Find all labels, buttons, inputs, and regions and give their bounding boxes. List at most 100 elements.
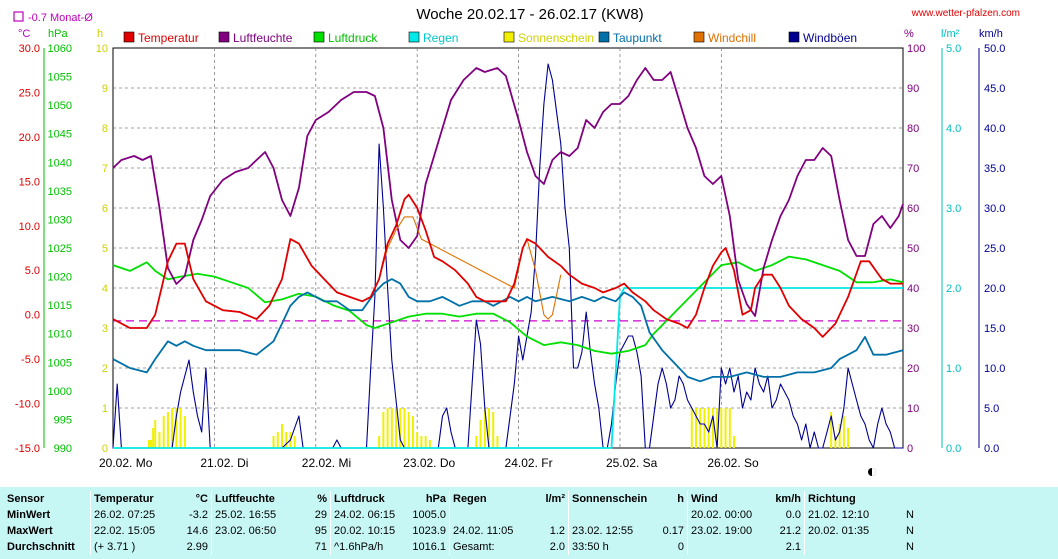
x-tick-label: 21.02. Di	[200, 456, 248, 470]
sunshine-bar	[147, 440, 150, 448]
legend-label: Sonnenschein	[518, 31, 594, 45]
wind-tick-label: 10.0	[984, 363, 1005, 375]
pressure-tick-label: 1010	[48, 329, 72, 341]
sunshine-bar	[703, 408, 706, 448]
stats-cell: N	[906, 525, 914, 537]
statistics-panel: Sensor Temperatur °C Luftfeuchte % Luftd…	[0, 487, 1058, 559]
pressure-tick-label: 1030	[48, 214, 72, 226]
pressure-tick-label: 1040	[48, 157, 72, 169]
chart-series	[112, 63, 904, 449]
legend-label: Windböen	[803, 31, 857, 45]
sunshine-bar	[280, 424, 283, 448]
rain-tick-label: 0.0	[946, 443, 961, 455]
rain-tick-label: 5.0	[946, 43, 961, 55]
sunshine-bar	[395, 408, 398, 448]
sunshine-bar	[407, 412, 410, 448]
pressure-tick-label: 1020	[48, 272, 72, 284]
stats-cell: ^1.6hPa/h	[330, 539, 409, 555]
x-tick-label: 23.02. Do	[403, 456, 455, 470]
wind-tick-label: 20.0	[984, 283, 1005, 295]
sunshine-bar	[487, 408, 490, 448]
pressure-line	[112, 255, 904, 355]
sunshine-bar	[150, 440, 153, 448]
website-link[interactable]: www.wetter-pfalzen.com	[911, 8, 1020, 19]
sunshine-bar	[276, 432, 279, 448]
sunshine-bar	[293, 436, 296, 448]
sunshine-bar	[834, 436, 837, 448]
chart-legend: Temperatur Luftfeuchte Luftdruck Regen Sonne…	[123, 31, 857, 45]
stats-cell: 20.02. 00:00	[687, 507, 766, 523]
sunshine-bar	[720, 408, 723, 448]
sunshine-bar	[842, 416, 845, 448]
stats-cell: 33:50 h	[568, 539, 655, 555]
sunshine-bar	[175, 408, 178, 448]
chart-title: Woche 20.02.17 - 26.02.17 (KW8)	[416, 6, 643, 23]
sunshine-bar	[179, 408, 182, 448]
stats-cell	[804, 539, 897, 555]
sun-tick-label: 6	[102, 203, 108, 215]
stats-cell: 23.02. 06:50	[211, 523, 304, 539]
sun-unit: h	[97, 28, 103, 40]
sun-tick-label: 0	[102, 443, 108, 455]
wind-tick-label: 40.0	[984, 123, 1005, 135]
stats-cell: 24.02. 06:15	[330, 507, 409, 523]
pressure-tick-label: 1055	[48, 72, 72, 84]
sunshine-bar	[733, 436, 736, 448]
plot-area	[112, 47, 904, 449]
stats-cell: 71	[314, 541, 327, 553]
x-tick-label: 20.02. Mo	[99, 456, 153, 470]
pressure-tick-label: 1050	[48, 100, 72, 112]
pressure-tick-label: 1000	[48, 386, 72, 398]
sunshine-bar	[162, 416, 165, 448]
hum-tick-label: 70	[907, 163, 919, 175]
stats-header-temp-unit: °C	[195, 493, 208, 505]
stats-header-sun: Sonnenschein	[568, 491, 655, 507]
weather-chart: 20.02. Mo 21.02. Di 22.02. Mi 23.02. Do 24.0…	[13, 6, 1020, 476]
stats-cell: 14.6	[186, 525, 208, 537]
hum-tick-label: 0	[907, 443, 913, 455]
sunshine-bar	[154, 420, 157, 448]
pressure-tick-label: 1045	[48, 129, 72, 141]
hum-tick-label: 30	[907, 323, 919, 335]
stats-header-sensor: Sensor	[7, 493, 45, 505]
stats-cell: 0.0	[785, 509, 801, 521]
legend-swatch	[408, 31, 420, 43]
hum-tick-label: 20	[907, 363, 919, 375]
pressure-tick-label: 990	[54, 443, 72, 455]
stats-cell: 95	[314, 525, 327, 537]
stats-cell: 24.02. 11:05	[449, 523, 528, 539]
sunshine-bar	[690, 408, 693, 448]
temp-tick-label: 5.0	[25, 265, 40, 277]
sunshine-bar	[411, 416, 414, 448]
stats-cell: 26.02. 07:25	[90, 507, 181, 523]
temp-tick-label: -10.0	[15, 399, 40, 411]
statistics-table: Sensor Temperatur °C Luftfeuchte % Luftd…	[4, 491, 917, 555]
temp-tick-label: -5.0	[21, 354, 40, 366]
sunshine-bar	[424, 436, 427, 448]
legend-swatch	[503, 31, 515, 43]
rain-tick-label: 4.0	[946, 123, 961, 135]
wind-tick-label: 30.0	[984, 203, 1005, 215]
sunshine-bar	[166, 412, 169, 448]
wind-tick-label: 25.0	[984, 243, 1005, 255]
x-tick-label: 24.02. Fr	[505, 456, 553, 470]
stats-cell	[528, 507, 569, 523]
sunshine-bar	[171, 408, 174, 448]
wind-tick-label: 5.0	[984, 403, 999, 415]
sunshine-bar	[428, 440, 431, 448]
legend-label: Luftfeuchte	[233, 31, 293, 45]
temp-tick-label: 10.0	[19, 221, 40, 233]
wind-tick-label: 15.0	[984, 323, 1005, 335]
gust-line	[112, 63, 903, 449]
wind-unit: km/h	[979, 28, 1003, 40]
stats-header-press: Luftdruck	[330, 491, 409, 507]
pressure-tick-label: 1015	[48, 300, 72, 312]
x-tick-label: 25.02. Sa	[606, 456, 658, 470]
chart-axes: 20.02. Mo 21.02. Di 22.02. Mi 23.02. Do 24.0…	[15, 43, 1006, 470]
sun-tick-label: 10	[96, 43, 108, 55]
stats-cell: Gesamt:	[449, 539, 528, 555]
stats-cell: 2.1	[785, 541, 801, 553]
rain-tick-label: 1.0	[946, 363, 961, 375]
sunshine-bar	[694, 408, 697, 448]
legend-label: Taupunkt	[613, 31, 662, 45]
